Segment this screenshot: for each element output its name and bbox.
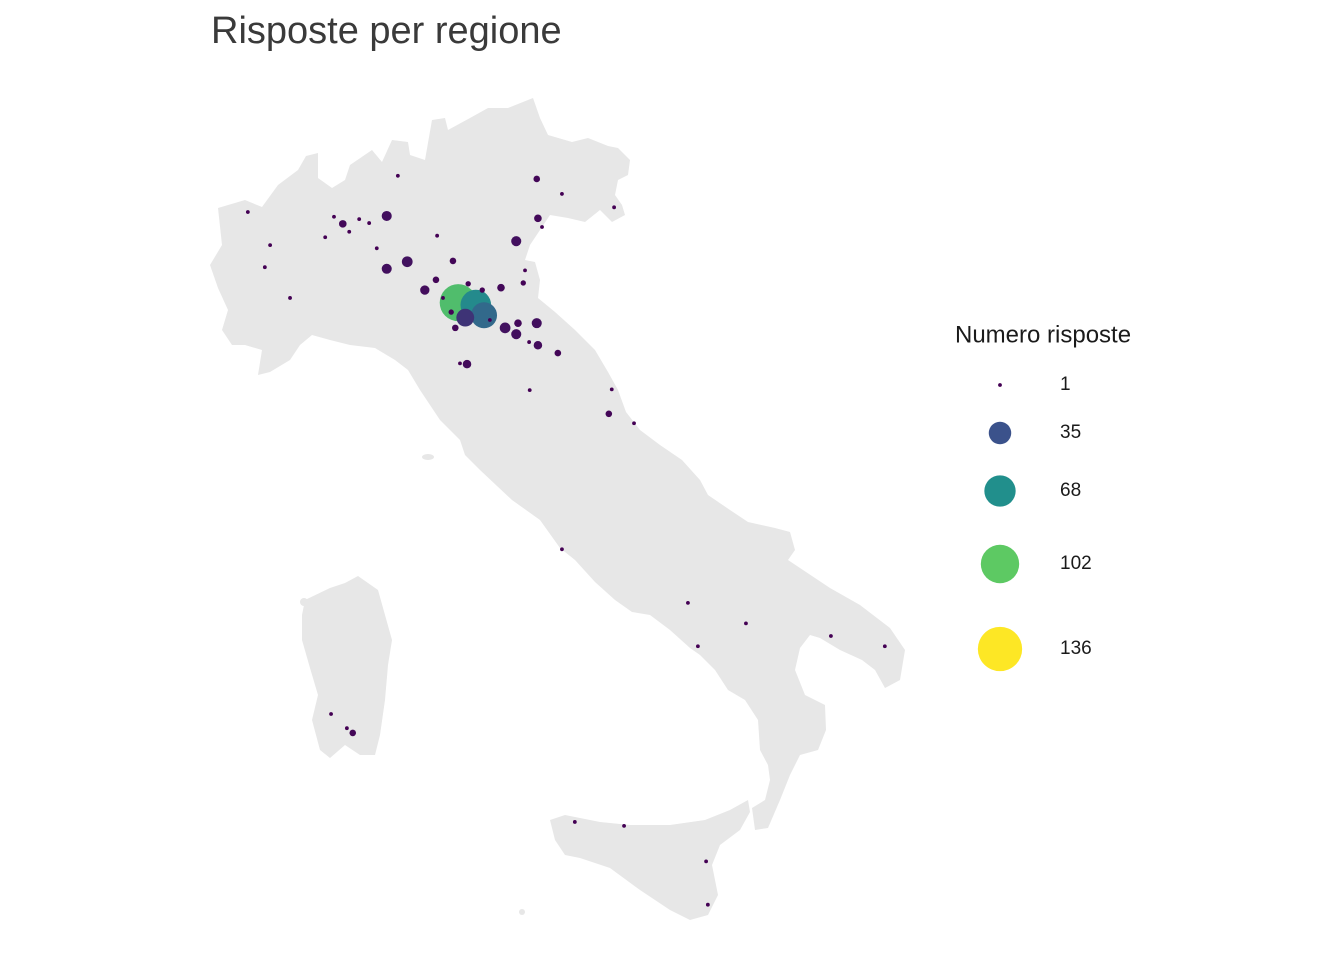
bubble (344, 726, 349, 731)
bubble (262, 265, 267, 270)
bubble (632, 421, 636, 426)
bubble (487, 318, 492, 322)
bubble (572, 820, 577, 824)
bubble (420, 285, 430, 295)
bubble (560, 547, 564, 552)
legend-label: 35 (1060, 422, 1081, 443)
bubble (497, 283, 505, 292)
legend-label: 102 (1060, 553, 1092, 574)
bubble (456, 308, 475, 327)
bubble (554, 349, 562, 357)
bubble (395, 173, 400, 178)
legend-key (980, 544, 1020, 584)
bubble (705, 902, 710, 907)
bubble (452, 324, 459, 332)
bubble (458, 361, 462, 366)
bubble (695, 644, 700, 649)
bubble (323, 235, 328, 240)
bubble (288, 296, 292, 300)
island (422, 454, 434, 460)
legend: 1 35 68 102 136 (977, 374, 1092, 672)
bubble (612, 205, 616, 210)
bubble (704, 859, 708, 864)
bubble (540, 225, 544, 229)
bubble (401, 256, 413, 268)
legend-key (988, 421, 1012, 445)
bubble (622, 824, 626, 828)
bubble (435, 233, 440, 238)
bubble (534, 214, 542, 223)
legend-label: 68 (1060, 480, 1081, 501)
bubble (882, 644, 887, 649)
bubble (605, 410, 613, 418)
bubble (329, 712, 333, 716)
bubble (744, 621, 748, 626)
bubble (357, 217, 362, 222)
bubble (499, 322, 511, 334)
bubble (441, 296, 445, 300)
bubble (520, 280, 526, 286)
legend-label: 1 (1060, 374, 1071, 395)
bubble (533, 340, 543, 350)
bubble (533, 175, 541, 183)
chart-title: Risposte per regione (211, 10, 562, 52)
bubble (527, 340, 532, 344)
land (210, 98, 905, 920)
bubble (374, 246, 379, 251)
bubble (448, 309, 454, 315)
legend-key (977, 626, 1023, 672)
bubble (381, 263, 392, 274)
bubble (367, 221, 372, 225)
bubble (332, 214, 336, 219)
bubble (349, 729, 357, 737)
bubble (462, 359, 472, 369)
island (519, 909, 525, 915)
bubble (465, 281, 471, 287)
bubble (511, 236, 522, 247)
sardinia (302, 576, 392, 758)
bubbles (245, 173, 887, 907)
bubble (686, 600, 690, 605)
bubble (245, 210, 250, 214)
bubble (268, 243, 273, 248)
bubble (560, 192, 564, 196)
bubble (609, 387, 614, 392)
bubble (347, 229, 352, 234)
mainland (210, 98, 905, 830)
bubble (527, 388, 532, 393)
legend-title: Numero risposte (955, 321, 1131, 348)
bubble (432, 276, 440, 284)
bubble (338, 220, 347, 228)
bubble (511, 329, 522, 340)
legend-key (984, 475, 1016, 507)
bubble (531, 318, 542, 329)
bubble (829, 634, 833, 638)
island (300, 598, 308, 606)
legend-label: 136 (1060, 638, 1092, 659)
bubble (479, 287, 485, 293)
legend-key (998, 383, 1002, 387)
bubble (523, 268, 527, 273)
sicily (550, 800, 750, 920)
bubble (470, 302, 498, 329)
bubble (514, 319, 522, 327)
bubble (449, 257, 457, 265)
bubble (381, 210, 392, 222)
